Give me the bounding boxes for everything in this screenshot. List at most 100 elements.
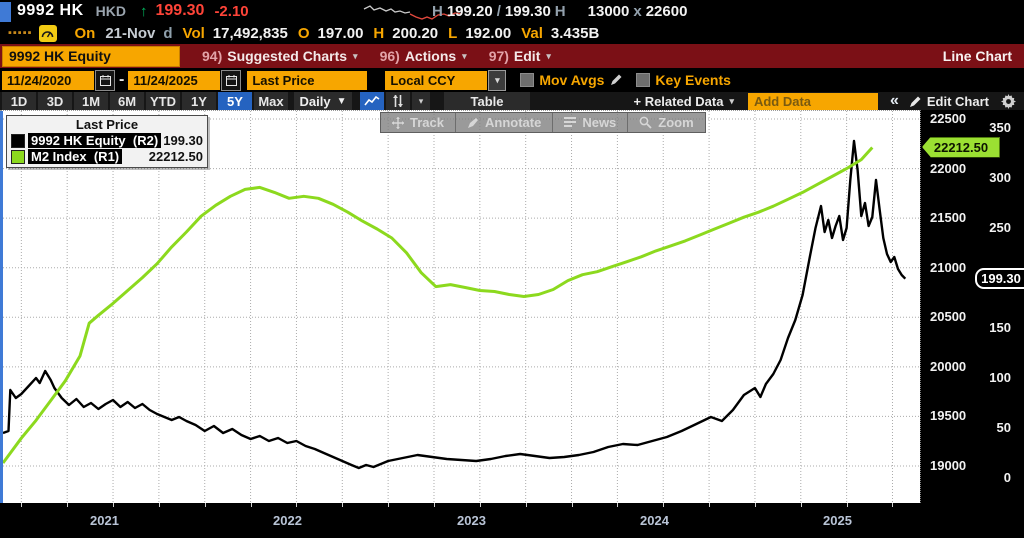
window-corner-marker: [0, 1, 11, 22]
settings-gear-icon[interactable]: [1001, 93, 1016, 109]
frequency-select[interactable]: Daily ▼: [294, 92, 352, 110]
ticker-symbol: 9992 HK: [17, 2, 84, 19]
chart-tool-track[interactable]: Track: [381, 113, 455, 132]
edit-chart-button[interactable]: Edit Chart: [909, 94, 989, 109]
mini-dots-icon: ▪▪▪▪▪: [8, 27, 33, 39]
period-tab-5y[interactable]: 5Y: [218, 92, 252, 110]
menu-item-edit[interactable]: 97) Edit ▾: [488, 48, 551, 64]
chart-type-label: Line Chart: [942, 48, 1012, 64]
security-input[interactable]: 9992 HK Equity: [2, 45, 180, 67]
period-tab-3d[interactable]: 3D: [38, 92, 72, 110]
x-axis-tick: [892, 503, 893, 507]
calendar-from-icon[interactable]: [95, 69, 115, 91]
x-axis-tick: [159, 503, 160, 507]
legend-series-value: 199.30: [163, 133, 203, 148]
axis-tick-m2: 22500: [930, 111, 967, 126]
chart-legend[interactable]: Last Price 9992 HK Equity (R2) 199.30 M2 I…: [6, 115, 208, 168]
add-data-input[interactable]: Add Data: [747, 92, 878, 110]
up-arrow-icon: ↑: [140, 2, 148, 20]
chart-tool-zoom[interactable]: Zoom: [627, 113, 704, 132]
axis-tick-equity: 250: [989, 220, 1011, 235]
legend-swatch: [11, 133, 25, 148]
edit-pencil-icon: [909, 96, 921, 107]
legend-row: M2 Index (R1) 22212.50: [7, 148, 207, 164]
period-tab-1d[interactable]: 1D: [2, 92, 36, 110]
quote-range-part: 13000: [587, 2, 630, 20]
x-axis-year-label: 2023: [457, 513, 486, 528]
last-value-badge-m2: 22212.50: [922, 136, 1000, 158]
x-axis-tick: [342, 503, 343, 507]
currency-select[interactable]: Local CCY: [385, 70, 488, 90]
legend-series-name: 9992 HK Equity (R2): [28, 133, 162, 148]
quote-bar: 9992 HK HKD ↑ 199.30 -2.10 H 199.20/199.3…: [0, 0, 1024, 44]
menu-item-actions[interactable]: 96) Actions ▾: [379, 48, 467, 64]
period-tab-1y[interactable]: 1Y: [182, 92, 216, 110]
mov-avgs-checkbox[interactable]: [520, 73, 535, 87]
calendar-to-icon[interactable]: [221, 69, 242, 91]
x-axis-tick: [113, 503, 114, 507]
mov-avgs-label[interactable]: Mov Avgs: [539, 72, 605, 88]
x-axis-tick: [847, 503, 848, 507]
period-tab-1m[interactable]: 1M: [74, 92, 108, 110]
price-change: -2.10: [214, 2, 249, 20]
legend-series-name: M2 Index (R1): [28, 149, 123, 164]
field-select[interactable]: Last Price: [247, 70, 368, 90]
pencil-icon[interactable]: [609, 74, 622, 87]
gauge-icon[interactable]: [38, 24, 57, 42]
quote-range-part: /: [496, 2, 501, 20]
quote-range-part: 199.20: [446, 2, 493, 20]
table-button[interactable]: Table: [444, 92, 530, 110]
x-axis-tick: [434, 503, 435, 507]
axis-tick-equity: 100: [989, 370, 1011, 385]
line-chart-type-button[interactable]: [360, 92, 384, 110]
quote-range-part: H: [554, 2, 566, 20]
plot-left-accent: [0, 111, 3, 504]
related-data-button[interactable]: + Related Data ▾: [633, 94, 733, 109]
chart-hover-toolbar: Track Annotate News Zoom: [380, 112, 706, 133]
right-axis-panel: 22500 22000 21500 21000 20500 20000 19500 19000…: [920, 110, 1024, 503]
date-from-input[interactable]: 11/24/2020: [2, 70, 94, 90]
x-axis-tick: [617, 503, 618, 507]
period-tab-6m[interactable]: 6M: [110, 92, 144, 110]
x-axis-band: 2021 2022 2023 2024 2025: [0, 503, 1024, 538]
x-axis-tick: [388, 503, 389, 507]
candle-chart-type-button[interactable]: [386, 92, 410, 110]
date-to-input[interactable]: 11/24/2025: [128, 70, 221, 90]
series-m2-index: [1, 146, 874, 464]
axis-tick-m2: 20000: [930, 358, 967, 374]
collapse-panel-button[interactable]: «: [889, 92, 899, 109]
session-field: Vol: [182, 24, 205, 42]
chart-tool-annotate[interactable]: Annotate: [454, 113, 552, 132]
quote-line-2: ▪▪▪▪▪ On 21-Nov d Vol 17,492,835 O 197.00 H 200.…: [0, 22, 1024, 44]
axis-tick-m2: 20500: [930, 309, 967, 325]
session-field: Val: [521, 24, 543, 42]
key-events-checkbox[interactable]: [636, 73, 651, 87]
chart-tool-news[interactable]: News: [552, 113, 627, 132]
x-axis-year-label: 2024: [640, 513, 669, 528]
edit-chart-label: Edit Chart: [926, 93, 989, 109]
legend-title: Last Price: [75, 117, 139, 132]
high-low-bid-ask: H 199.20/199.30 H 13000 x 22600: [432, 0, 687, 22]
currency-code: HKD: [95, 3, 126, 19]
session-field: H: [373, 24, 385, 42]
period-tab-ytd[interactable]: YTD: [146, 92, 180, 110]
axis-tick-m2: 19500: [930, 408, 967, 424]
chart-type-dropdown[interactable]: ▾: [412, 92, 430, 110]
quote-range-part: 199.30: [504, 2, 551, 20]
axis-tick-m2: 21500: [930, 210, 967, 226]
session-field: 200.20: [392, 24, 439, 42]
line-chart-icon: [364, 95, 380, 105]
key-events-label[interactable]: Key Events: [655, 72, 731, 88]
legend-swatch: [11, 149, 25, 164]
x-axis-tick: [67, 503, 68, 507]
x-axis-tick: [480, 503, 481, 507]
legend-row: 9992 HK Equity (R2) 199.30: [7, 132, 207, 148]
chart-plot-area[interactable]: Last Price 9992 HK Equity (R2) 199.30 M2 I…: [0, 110, 920, 504]
menu-item-suggested-charts[interactable]: 94) Suggested Charts ▾: [202, 48, 358, 64]
last-price: 199.30: [155, 2, 205, 19]
chart-toolbar: 1D 3D 1M 6M YTD 1Y 5Y Max Daily ▼ ▾ Table + Rela…: [0, 92, 1024, 110]
quote-line-1: 9992 HK HKD ↑ 199.30 -2.10 H 199.20/199.3…: [0, 0, 1024, 22]
period-tab-max[interactable]: Max: [254, 92, 288, 110]
currency-select-caret[interactable]: ▾: [488, 69, 507, 91]
